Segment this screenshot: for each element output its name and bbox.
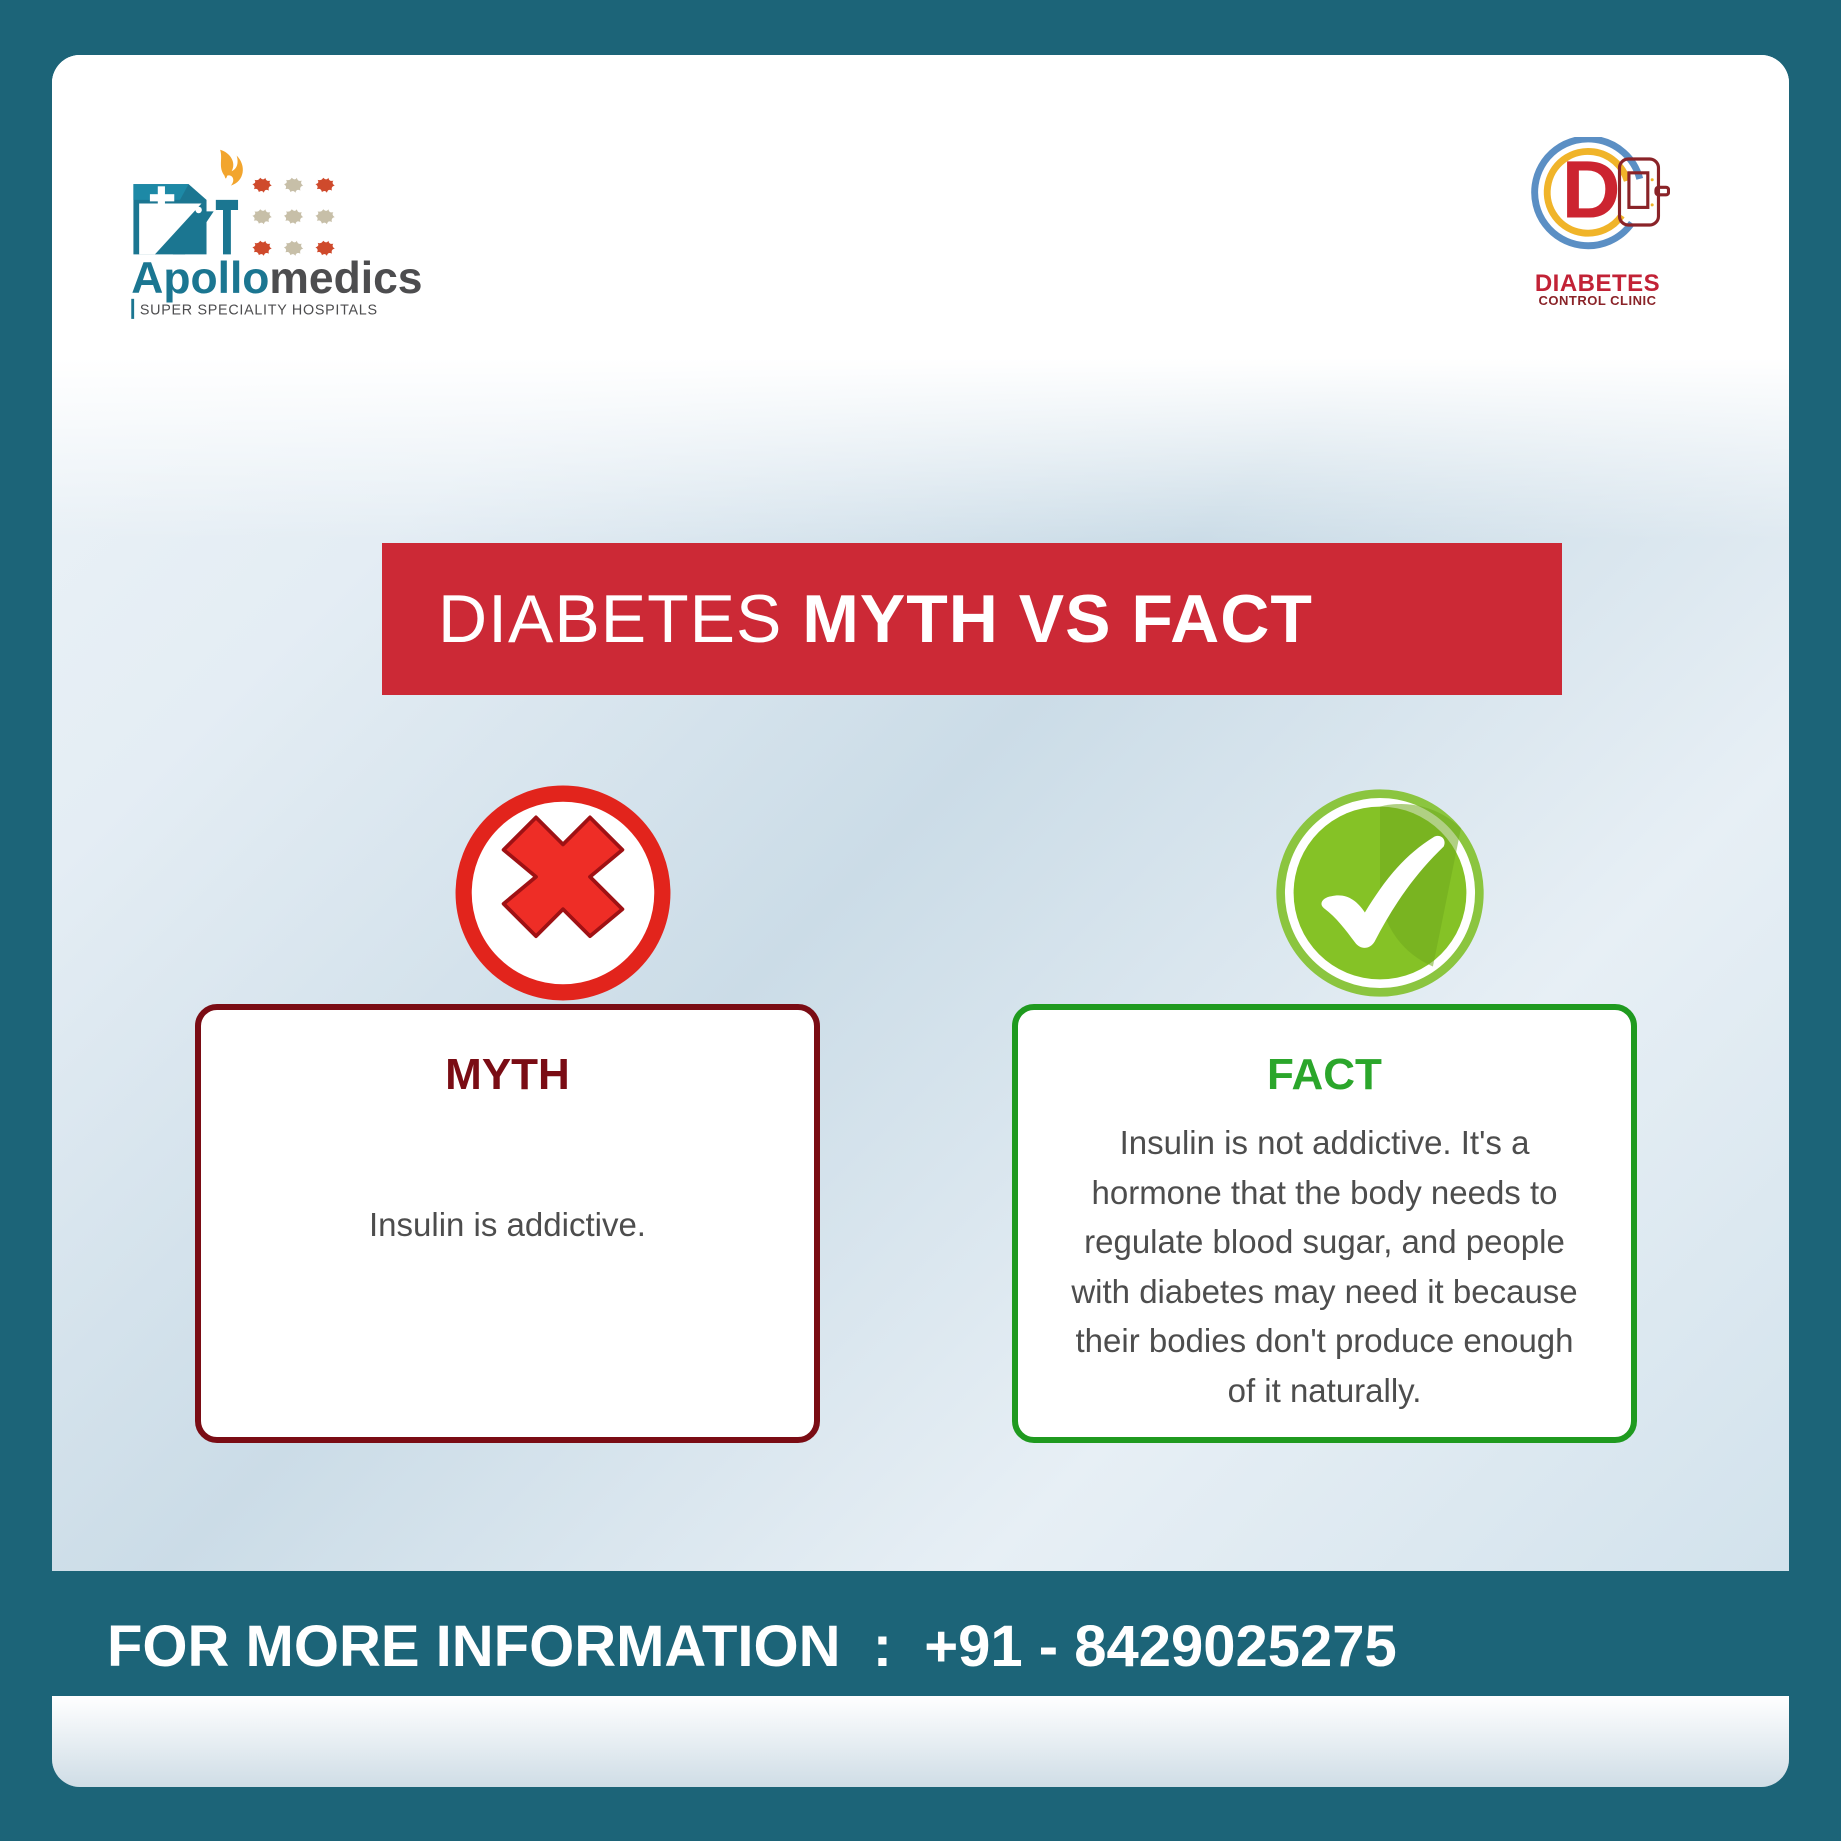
svg-text:Apollomedics: Apollomedics	[131, 254, 422, 303]
svg-text:SUPER SPECIALITY HOSPITALS: SUPER SPECIALITY HOSPITALS	[140, 303, 378, 319]
svg-text:D: D	[1562, 144, 1621, 235]
